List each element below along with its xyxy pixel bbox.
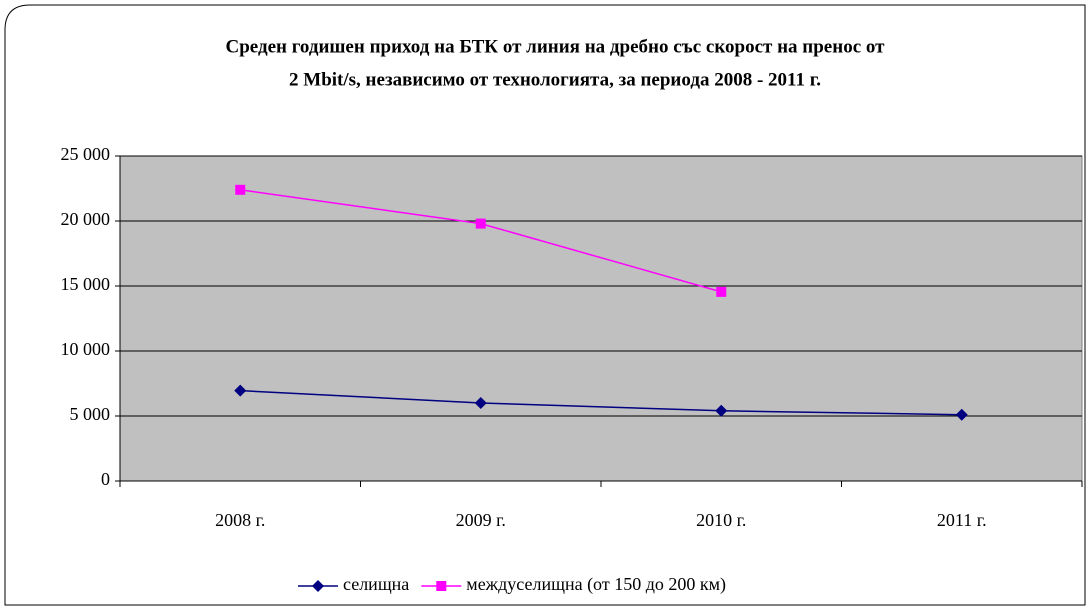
marker [716, 286, 727, 297]
marker [436, 581, 447, 591]
y-tick-label: 0 [101, 469, 110, 489]
y-tick-label: 25 000 [61, 144, 111, 164]
x-tick-label: 2008 г. [215, 510, 265, 530]
plot-area [119, 155, 1083, 482]
x-tick-label: 2011 г. [937, 510, 987, 530]
y-tick-label: 5 000 [70, 404, 111, 424]
y-tick-label: 10 000 [61, 339, 111, 359]
chart-title: Среден годишен приход на БТК от линия на… [226, 36, 886, 57]
marker [955, 408, 968, 421]
y-tick-label: 15 000 [61, 274, 111, 294]
legend-label: селищна [343, 574, 409, 594]
y-tick-label: 20 000 [61, 209, 111, 229]
marker [234, 384, 247, 397]
chart-title: 2 Mbit/s, независимо от технологията, за… [289, 69, 821, 90]
marker [474, 397, 487, 409]
marker [715, 404, 728, 417]
marker [475, 218, 486, 229]
marker [312, 580, 324, 592]
x-tick-label: 2009 г. [456, 510, 506, 530]
series-line [240, 389, 962, 416]
x-tick-label: 2010 г. [696, 510, 746, 530]
legend-label: междуселищна (от 150 до 200 км) [466, 574, 726, 595]
marker [235, 184, 246, 195]
